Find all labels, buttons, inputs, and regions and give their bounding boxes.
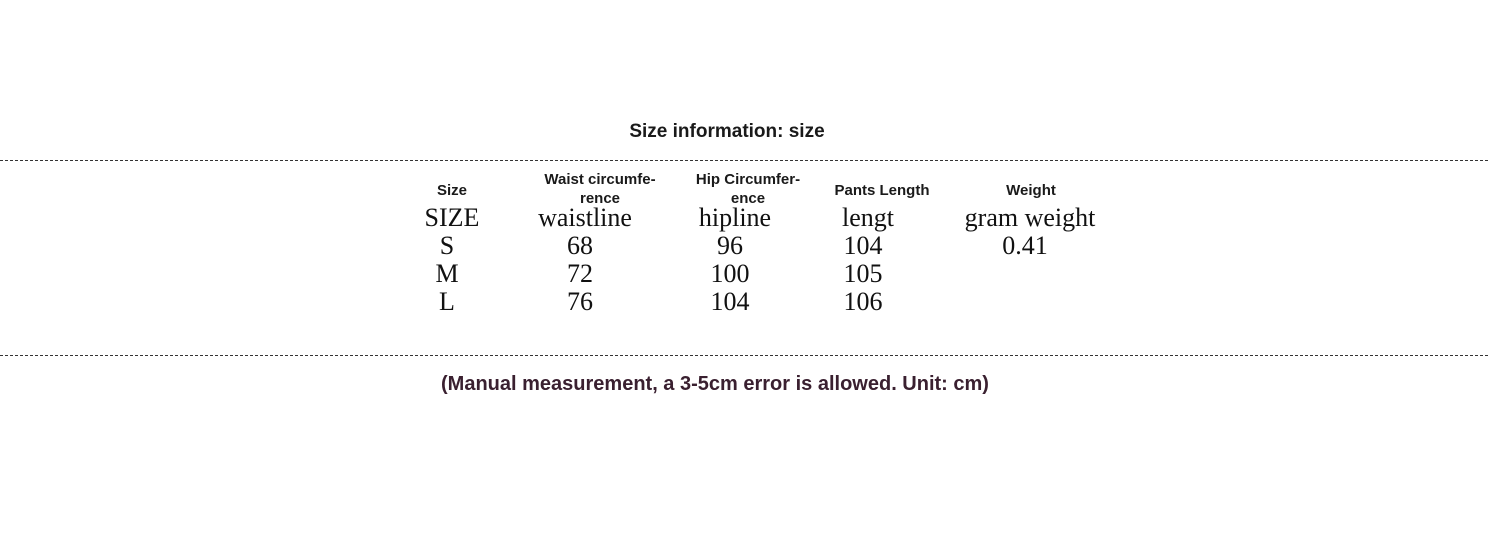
header-line: Hip Circumfer- bbox=[695, 171, 801, 188]
table-cell: 105 bbox=[843, 259, 883, 288]
header-line: Pants Length bbox=[834, 182, 930, 199]
column-subheader: gram weight bbox=[964, 203, 1096, 232]
divider bbox=[0, 160, 1488, 161]
column-subheader: lengt bbox=[842, 203, 894, 232]
column-subheader: waistline bbox=[538, 203, 632, 232]
column-subheader: SIZE bbox=[424, 203, 480, 232]
table-cell: 0.41 bbox=[1002, 231, 1048, 260]
header-line: Weight bbox=[1006, 182, 1056, 199]
table-cell: S bbox=[439, 231, 455, 260]
table-cell: 76 bbox=[567, 287, 593, 316]
table-cell: 106 bbox=[843, 287, 883, 316]
table-cell: 104 bbox=[710, 287, 750, 316]
column-header: Waist circumfe-rence bbox=[544, 170, 655, 208]
header-line: rence bbox=[579, 190, 621, 207]
column-header: Hip Circumfer-ence bbox=[696, 170, 800, 208]
title: Size information: size bbox=[629, 121, 825, 142]
table-cell: 100 bbox=[710, 259, 750, 288]
divider bbox=[0, 355, 1488, 356]
column-subheader: hipline bbox=[698, 203, 772, 232]
table-cell: 68 bbox=[567, 231, 593, 260]
table-cell: L bbox=[439, 287, 455, 316]
header-line: ence bbox=[730, 190, 766, 207]
table-cell: 72 bbox=[567, 259, 593, 288]
header-line: Size bbox=[436, 182, 468, 199]
table-cell: 104 bbox=[843, 231, 883, 260]
table-cell: M bbox=[435, 259, 459, 288]
header-line: Waist circumfe- bbox=[544, 171, 656, 188]
column-header: Pants Length bbox=[834, 181, 929, 200]
column-header: Weight bbox=[1006, 181, 1056, 200]
table-cell: 96 bbox=[717, 231, 743, 260]
footer-note: (Manual measurement, a 3-5cm error is al… bbox=[441, 373, 989, 395]
column-header: Size bbox=[437, 181, 467, 200]
